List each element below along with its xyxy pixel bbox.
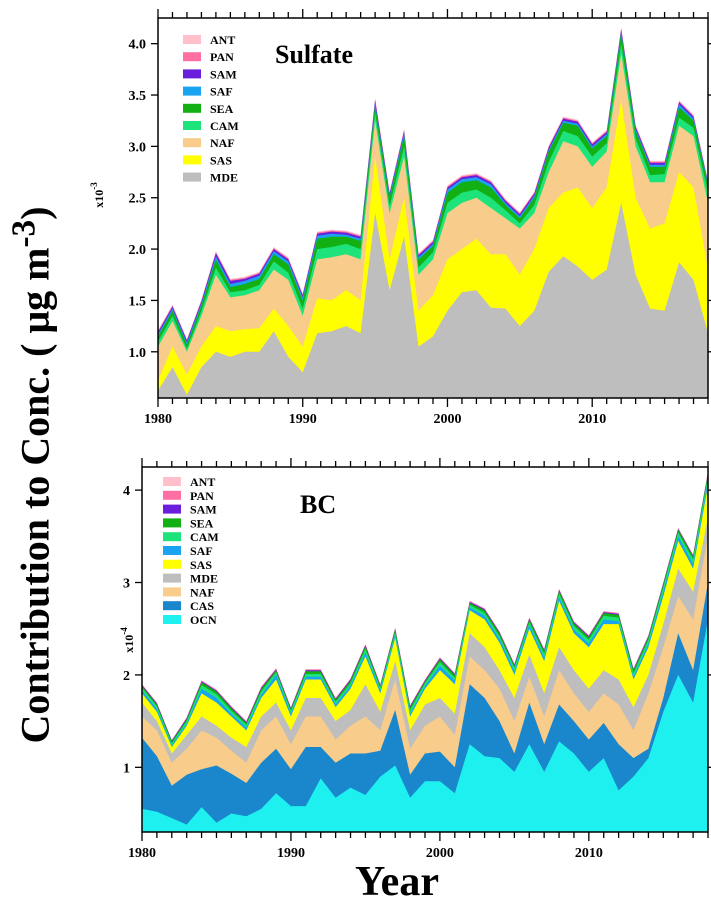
legend-swatch-sea — [163, 518, 181, 528]
legend-label-cam: CAM — [210, 119, 239, 133]
area-mde — [158, 202, 708, 398]
x-tick-label: 2000 — [426, 846, 454, 861]
legend-swatch-ant — [163, 477, 181, 486]
legend-label-sas: SAS — [190, 558, 212, 572]
area-ocn — [142, 619, 708, 832]
legend-swatch-sea — [183, 103, 201, 113]
legend-swatch-naf — [163, 587, 181, 597]
sulfate-panel: 1980 1990 2000 2010 1.0 1.5 2.0 2.5 3.0 3.5 4.0 x10… — [89, 9, 711, 427]
x-axis-title: Year — [355, 859, 439, 905]
legend-swatch-cam — [163, 532, 181, 542]
legend-label-naf: NAF — [210, 136, 235, 150]
legend-label-sas: SAS — [210, 153, 232, 167]
legend-swatch-mde — [163, 573, 181, 583]
legend-label-cas: CAS — [190, 599, 214, 613]
legend-swatch-pan — [163, 490, 181, 500]
bc-panel: 1980 1990 2000 20101234x10-4BCANTPANSAMSEAC… — [119, 458, 711, 861]
legend-swatch-sam — [183, 69, 201, 79]
legend-swatch-sam — [163, 504, 181, 514]
legend-swatch-mde — [183, 172, 201, 182]
legend-label-cam: CAM — [190, 530, 219, 544]
legend-swatch-ant — [183, 35, 201, 44]
x-tick-label: 1990 — [277, 846, 305, 861]
legend-label-ant: ANT — [190, 475, 215, 489]
legend-swatch-ocn — [163, 615, 181, 624]
legend-swatch-sas — [163, 559, 181, 569]
y-tick-label: 1.0 — [129, 346, 147, 361]
legend-label-sam: SAM — [210, 67, 237, 81]
x-tick-label: 1980 — [144, 412, 172, 427]
panel-title: Sulfate — [275, 40, 353, 69]
y-tick-label: 3 — [123, 577, 130, 592]
y-tick-label: 2.0 — [129, 243, 147, 258]
y-tick-label: 2 — [123, 669, 130, 684]
legend-swatch-sas — [183, 155, 201, 165]
legend-label-sea: SEA — [190, 516, 214, 530]
legend-label-ant: ANT — [210, 33, 235, 47]
legend-label-saf: SAF — [190, 544, 213, 558]
legend-label-ocn: OCN — [190, 613, 217, 627]
x-tick-label: 1990 — [289, 412, 317, 427]
legend-label-sam: SAM — [190, 503, 217, 517]
legend-swatch-saf — [163, 546, 181, 555]
legend-swatch-cam — [183, 121, 201, 130]
x-tick-label: 2010 — [578, 412, 606, 427]
y-tick-label: 4 — [123, 484, 130, 499]
y-tick-label: 3.5 — [129, 89, 147, 104]
x-tick-label: 2010 — [575, 846, 603, 861]
x-tick-label: 2000 — [433, 412, 461, 427]
y-tick-label: 3.0 — [129, 140, 147, 155]
y-tick-label: 1.5 — [129, 294, 147, 309]
x-tick-label: 1980 — [128, 846, 156, 861]
legend-label-saf: SAF — [210, 85, 233, 99]
y-tick-label: 1 — [123, 761, 130, 776]
y-tick-label: 2.5 — [129, 192, 147, 207]
scale-label: x10-4 — [119, 627, 136, 653]
legend-label-sea: SEA — [210, 102, 234, 116]
legend-swatch-pan — [183, 52, 201, 62]
panel-title: BC — [300, 490, 336, 519]
scale-label: x10-3 — [89, 182, 106, 208]
legend-label-mde: MDE — [210, 171, 238, 185]
legend-label-pan: PAN — [210, 50, 234, 64]
legend-swatch-cas — [163, 601, 181, 611]
legend-label-naf: NAF — [190, 585, 215, 599]
y-tick-label: 4.0 — [129, 38, 147, 53]
legend-label-pan: PAN — [190, 489, 214, 503]
legend-swatch-naf — [183, 138, 201, 148]
legend-swatch-saf — [183, 86, 201, 96]
legend-label-mde: MDE — [190, 572, 218, 586]
